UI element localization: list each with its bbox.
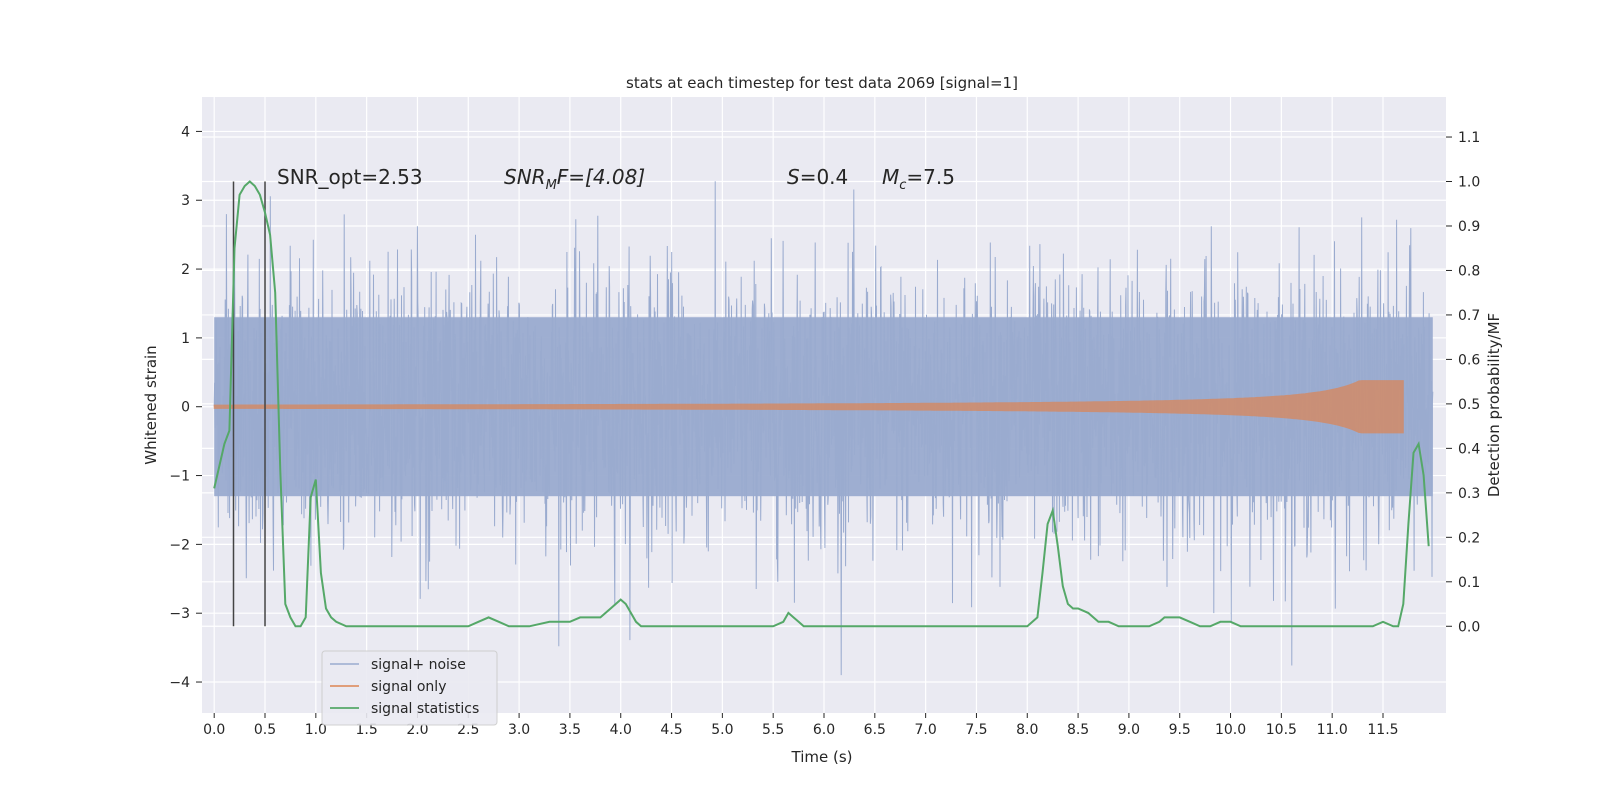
y-tick-label-right: 0.6: [1458, 352, 1480, 368]
signal-noise-line: [213, 181, 1434, 676]
y-tick-label-right: 1.0: [1458, 175, 1480, 191]
annotation-mc-sub: c: [899, 178, 906, 193]
legend-label-signal: signal only: [371, 679, 446, 695]
y-tick-label-left: 3: [181, 193, 190, 209]
signal-only-envelope: [213, 380, 1404, 434]
y-tick-label-right: 0.5: [1458, 397, 1480, 413]
x-tick-label: 6.0: [813, 722, 835, 738]
annotation-snr-mf-main: SNR: [504, 165, 546, 189]
signal-statistics-line: [213, 180, 1430, 628]
annotation-mc: Mc=7.5: [882, 165, 955, 193]
x-axis-label: Time (s): [791, 748, 853, 766]
legend-label-stats: signal statistics: [371, 701, 479, 717]
y-tick-label-left: −1: [169, 469, 190, 485]
y-tick-label-left: −3: [169, 606, 190, 622]
x-tick-label: 10.0: [1215, 722, 1246, 738]
y-axis-right-label: Detection probability/MF: [1485, 313, 1503, 497]
x-tick-label: 8.5: [1067, 722, 1089, 738]
y-tick-label-right: 0.3: [1458, 486, 1480, 502]
x-tick-label: 6.5: [864, 722, 886, 738]
x-tick-label: 7.5: [965, 722, 987, 738]
y-tick-label-left: −2: [169, 537, 190, 553]
x-tick-label: 2.5: [457, 722, 479, 738]
y-tick-label-right: 1.1: [1458, 130, 1480, 146]
signal-only-series: [213, 380, 1404, 434]
annotation-s-italic: S: [787, 165, 800, 189]
annotation-mc-rest: =7.5: [906, 165, 955, 189]
y-tick-label-right: 0.1: [1458, 575, 1480, 591]
y-tick-label-right: 0.4: [1458, 441, 1480, 457]
annotation-snr-mf-rest: F=[4.08]: [557, 165, 645, 189]
y-tick-label-right: 0.9: [1458, 219, 1480, 235]
annotation-mc-main: M: [882, 165, 899, 189]
x-tick-label: 3.0: [508, 722, 530, 738]
annotation-snr-mf-sub: M: [546, 178, 557, 193]
legend-label-noise: signal+ noise: [371, 657, 466, 673]
x-tick-label: 0.5: [254, 722, 276, 738]
x-tick-label: 5.0: [711, 722, 733, 738]
axes: 0.0 0.5 1.0 1.5 2.0 2.5 3.0 3.5 4.0 4.5 5.0 5.5 6.0 6…: [169, 124, 1480, 738]
x-tick-label: 4.0: [610, 722, 632, 738]
y-tick-label-right: 0.8: [1458, 263, 1480, 279]
y-tick-label-left: −4: [169, 675, 190, 691]
x-tick-label: 2.0: [406, 722, 428, 738]
x-tick-label: 1.0: [305, 722, 327, 738]
x-tick-label: 9.0: [1118, 722, 1140, 738]
y-tick-label-right: 0.0: [1458, 619, 1480, 635]
chart-title: stats at each timestep for test data 206…: [626, 74, 1018, 92]
x-tick-label: 3.5: [559, 722, 581, 738]
x-tick-label: 1.5: [356, 722, 378, 738]
signal-statistics-series: [213, 180, 1430, 628]
x-tick-label: 7.0: [915, 722, 937, 738]
y-tick-label-right: 0.7: [1458, 308, 1480, 324]
y-tick-label-left: 0: [181, 400, 190, 416]
y-tick-label-left: 4: [181, 124, 190, 140]
annotation-snr-mf: SNRMF=[4.08]: [504, 165, 645, 193]
y-axis-left-label: Whitened strain: [142, 345, 160, 464]
y-tick-label-left: 1: [181, 331, 190, 347]
y-tick-label-left: 2: [181, 262, 190, 278]
legend-box: [321, 650, 498, 726]
annotation-s: S=0.4: [787, 165, 848, 189]
legend: signal+ noise signal only signal statist…: [321, 650, 498, 726]
x-tick-label: 4.5: [660, 722, 682, 738]
x-tick-label: 11.0: [1317, 722, 1348, 738]
x-tick-label: 5.5: [762, 722, 784, 738]
annotation-s-rest: =0.4: [800, 165, 849, 189]
x-tick-label: 10.5: [1266, 722, 1297, 738]
x-tick-label: 11.5: [1367, 722, 1398, 738]
x-tick-label: 9.5: [1169, 722, 1191, 738]
x-tick-label: 0.0: [203, 722, 225, 738]
annotation-snr-opt: SNR_opt=2.53: [277, 165, 423, 189]
y-tick-label-right: 0.2: [1458, 530, 1480, 546]
x-tick-label: 8.0: [1016, 722, 1038, 738]
